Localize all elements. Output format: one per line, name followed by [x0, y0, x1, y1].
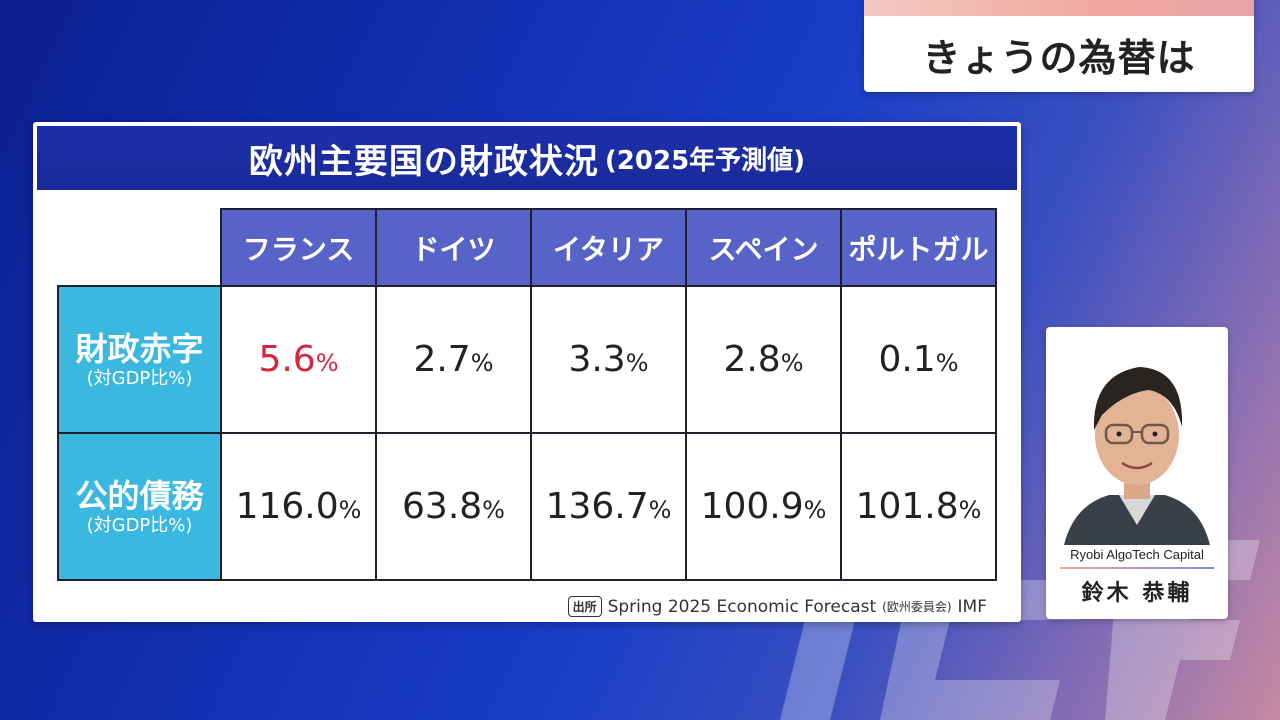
- cell-unit: %: [315, 349, 339, 377]
- cell-value: 3.3: [568, 339, 626, 380]
- cell-value: 2.8: [723, 339, 781, 380]
- cell-unit: %: [958, 496, 982, 524]
- cell-deficit-portugal: 0.1%: [840, 285, 997, 434]
- cell-value: 101.8: [855, 486, 959, 527]
- table-header-row: フランス ドイツ イタリア スペイン ポルトガル: [58, 208, 997, 287]
- cell-unit: %: [470, 349, 494, 377]
- source-text: Spring 2025 Economic Forecast: [607, 596, 877, 617]
- card-title: 欧州主要国の財政状況: [248, 141, 599, 182]
- cell-value: 2.7: [413, 339, 471, 380]
- commentator-divider: [1060, 567, 1214, 569]
- row-label: 公的債務: [75, 476, 204, 515]
- cell-value: 63.8: [402, 486, 483, 527]
- row-header-debt: 公的債務 (対GDP比%): [57, 432, 222, 581]
- cell-debt-italy: 136.7%: [530, 432, 687, 581]
- cell-unit: %: [338, 496, 362, 524]
- banner-accent-stripe: [864, 0, 1254, 16]
- col-header-italy: イタリア: [530, 208, 687, 287]
- cell-value: 5.6: [258, 339, 316, 380]
- row-sublabel: (対GDP比%): [86, 514, 193, 536]
- table-corner: [58, 209, 222, 287]
- fiscal-status-card: 欧州主要国の財政状況 (2025年予測値) フランス ドイツ イタリア スペイン…: [33, 122, 1021, 622]
- card-subtitle: (2025年予測値): [604, 145, 806, 176]
- cell-value: 0.1: [878, 339, 936, 380]
- cell-value: 100.9: [700, 486, 804, 527]
- program-banner: きょうの為替は: [864, 0, 1254, 92]
- commentator-organization: Ryobi AlgoTech Capital: [1070, 547, 1204, 562]
- cell-deficit-italy: 3.3%: [530, 285, 687, 434]
- source-note: 出所 Spring 2025 Economic Forecast (欧州委員会)…: [567, 596, 987, 617]
- cell-unit: %: [935, 349, 959, 377]
- cell-deficit-france: 5.6%: [220, 285, 377, 434]
- cell-debt-portugal: 101.8%: [840, 432, 997, 581]
- source-tag: 出所: [567, 596, 602, 617]
- cell-debt-germany: 63.8%: [375, 432, 532, 581]
- cell-debt-france: 116.0%: [220, 432, 377, 581]
- cell-unit: %: [648, 496, 672, 524]
- source-publisher: (欧州委員会): [882, 600, 952, 614]
- cell-unit: %: [482, 496, 505, 524]
- fiscal-table: フランス ドイツ イタリア スペイン ポルトガル 財政赤字 (対GDP比%) 5…: [57, 208, 997, 581]
- commentator-card: Ryobi AlgoTech Capital 鈴木 恭輔: [1046, 327, 1228, 619]
- cell-deficit-germany: 2.7%: [375, 285, 532, 434]
- cell-value: 116.0: [235, 486, 339, 527]
- banner-title: きょうの為替は: [922, 35, 1196, 80]
- row-label: 財政赤字: [75, 329, 204, 368]
- col-header-spain: スペイン: [685, 208, 842, 287]
- col-header-germany: ドイツ: [375, 208, 532, 287]
- card-title-bar: 欧州主要国の財政状況 (2025年予測値): [37, 126, 1017, 190]
- cell-unit: %: [780, 349, 804, 377]
- cell-value: 136.7: [545, 486, 649, 527]
- row-header-deficit: 財政赤字 (対GDP比%): [57, 285, 222, 434]
- col-header-france: フランス: [220, 208, 377, 287]
- commentator-name: 鈴木 恭輔: [1081, 581, 1193, 606]
- row-sublabel: (対GDP比%): [86, 367, 193, 389]
- col-header-portugal: ポルトガル: [840, 208, 997, 287]
- cell-deficit-spain: 2.8%: [685, 285, 842, 434]
- cell-debt-spain: 100.9%: [685, 432, 842, 581]
- table-row-debt: 公的債務 (対GDP比%) 116.0% 63.8% 136.7% 100.9%…: [57, 432, 997, 581]
- table-row-deficit: 財政赤字 (対GDP比%) 5.6% 2.7% 3.3% 2.8% 0.1%: [57, 285, 997, 434]
- source-extra: IMF: [957, 596, 987, 617]
- commentator-photo: [1054, 335, 1220, 545]
- cell-unit: %: [803, 496, 827, 524]
- cell-unit: %: [625, 349, 649, 377]
